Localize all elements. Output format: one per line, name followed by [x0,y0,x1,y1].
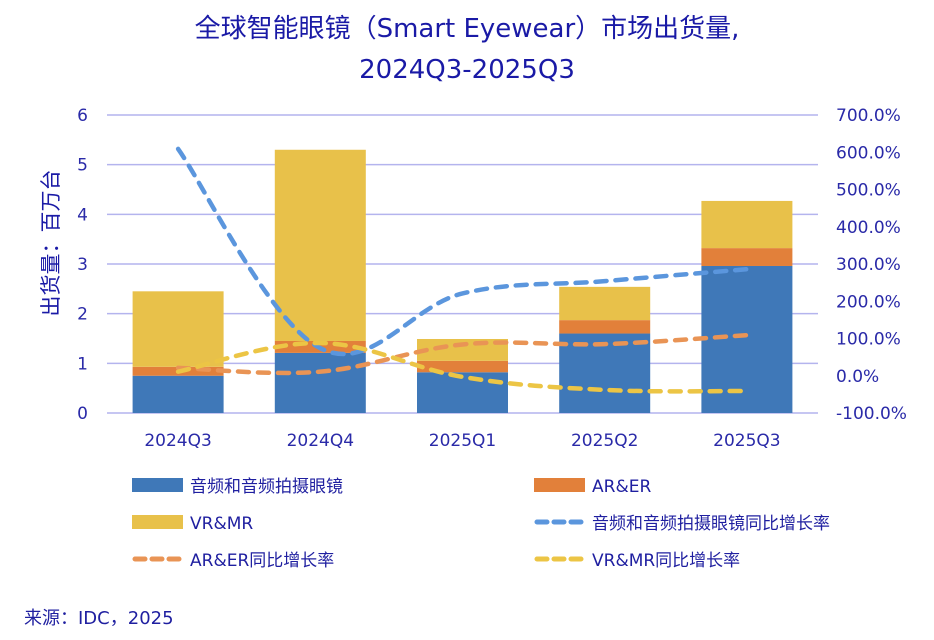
legend-audio-yoy-label: 音频和音频拍摄眼镜同比增长率 [592,514,830,534]
chart-subtitle: 2024Q3-2025Q3 [359,55,575,85]
legend-vr-mr-label: VR&MR [190,514,253,534]
ar-er-yoy-line [175,332,750,376]
y2-tick-label: 100.0% [836,330,901,350]
growth-lines [175,146,750,394]
y2-tick-label: 600.0% [836,143,901,163]
vr-mr-yoy-line [175,340,750,394]
legend-vr-mr-yoy-label: VR&MR同比增长率 [592,551,740,571]
y2-tick-label: 700.0% [836,106,901,126]
y-tick-label: 4 [77,205,88,225]
legend-audio-swatch [132,478,183,492]
y-axis-right: -100.0% 0.0% 100.0% 200.0% 300.0% 400.0% 500.0… [836,106,907,424]
chart-title: 全球智能眼镜（Smart Eyewear）市场出货量, [194,14,740,44]
legend-vr-mr-swatch [132,515,183,529]
legend-ar-er-swatch [534,478,585,492]
y2-tick-label: 300.0% [836,255,901,275]
y2-tick-label: 500.0% [836,181,901,201]
y2-tick-label: 0.0% [836,367,879,387]
bar-segment-vr-mr [274,149,366,341]
legend-audio-label: 音频和音频拍摄眼镜 [190,477,343,497]
x-tick-label: 2025Q1 [429,431,496,451]
bar-segment-ar-er [559,320,651,334]
bar-segment-audio [559,333,651,413]
y-tick-label: 5 [77,156,88,176]
audio-yoy-line [175,146,750,357]
x-tick-label: 2024Q3 [144,431,211,451]
bar-segment-vr-mr [559,286,651,321]
y-tick-label: 1 [77,354,88,374]
y-tick-label: 0 [77,404,88,424]
legend-ar-er-yoy-label: AR&ER同比增长率 [190,551,334,571]
x-tick-label: 2024Q4 [287,431,354,451]
y-axis-label: 出货量：百万台 [39,170,63,317]
x-axis: 2024Q3 2024Q4 2025Q1 2025Q2 2025Q3 [144,431,780,451]
y2-tick-label: -100.0% [836,404,907,424]
y-tick-label: 3 [77,255,88,275]
y-axis-left: 0 1 2 3 4 5 6 [77,106,88,424]
source-note: 来源：IDC，2025 [24,608,174,629]
bars [132,149,793,413]
bar-segment-ar-er [417,360,508,373]
x-tick-label: 2025Q3 [713,431,780,451]
y-tick-label: 6 [77,106,88,126]
bar-segment-audio [132,375,224,413]
gridlines [107,114,818,414]
legend-ar-er-label: AR&ER [592,477,651,497]
y2-tick-label: 200.0% [836,292,901,312]
x-tick-label: 2025Q2 [571,431,638,451]
bar-segment-vr-mr [701,200,793,249]
bar-segment-audio [274,352,366,413]
y-tick-label: 2 [77,305,88,325]
y2-tick-label: 400.0% [836,218,901,238]
legend: 音频和音频拍摄眼镜 AR&ER VR&MR 音频和音频拍摄眼镜同比增长率 AR&ER同比… [132,477,830,571]
bar-segment-ar-er [701,248,793,266]
bar-segment-vr-mr [132,291,224,367]
